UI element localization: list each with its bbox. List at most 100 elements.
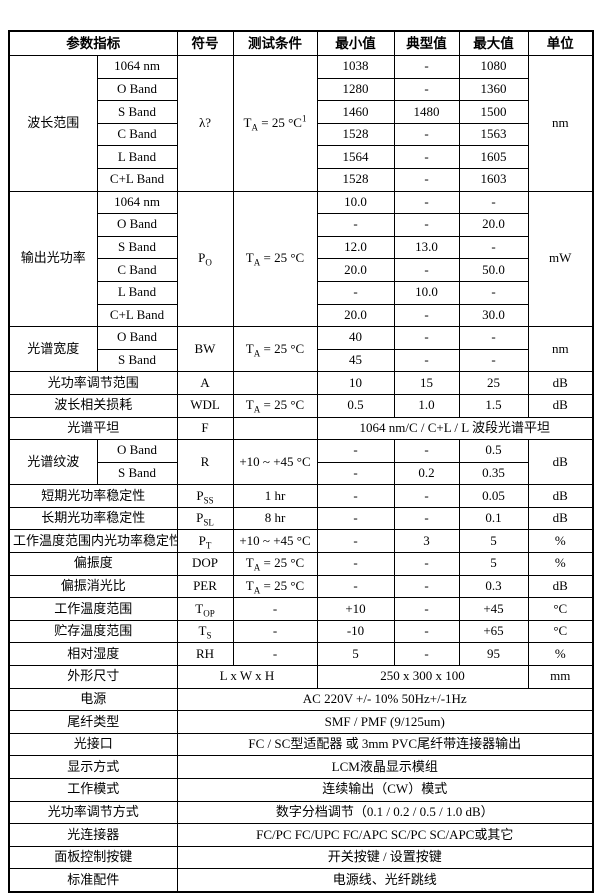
max-value: 0.35 bbox=[458, 461, 529, 486]
row-label: 工作模式 bbox=[8, 778, 178, 802]
row-label-flatness: 光谱平坦 bbox=[8, 416, 178, 441]
typ-value: - bbox=[393, 258, 460, 282]
symbol-cell: A bbox=[176, 371, 234, 395]
table-row: 显示方式 LCM液晶显示模组 bbox=[8, 755, 594, 779]
unit-cell: % bbox=[527, 642, 594, 667]
table-row: 尾纤类型 SMF / PMF (9/125um) bbox=[8, 710, 594, 734]
header-param: 参数指标 bbox=[8, 30, 178, 56]
header-max: 最大值 bbox=[458, 30, 529, 56]
max-value: 30.0 bbox=[458, 303, 529, 328]
symbol-cell: PSL bbox=[176, 506, 234, 531]
max-value: +45 bbox=[458, 597, 529, 621]
max-value: 50.0 bbox=[458, 258, 529, 282]
min-value: 20.0 bbox=[316, 258, 395, 282]
band-label: C Band bbox=[96, 258, 178, 282]
min-value: 1528 bbox=[316, 122, 395, 147]
band-label: O Band bbox=[96, 213, 178, 237]
table-row: 工作温度范围内光功率稳定性 PT +10 ~ +45 °C - 3 5 % bbox=[8, 529, 594, 554]
band-label: L Band bbox=[96, 280, 178, 305]
band-label: S Band bbox=[96, 235, 178, 260]
band-label: S Band bbox=[96, 348, 178, 373]
min-value: - bbox=[316, 529, 395, 554]
min-value: - bbox=[316, 461, 395, 486]
table-row: 外形尺寸 L x W x H 250 x 300 x 100 mm bbox=[8, 665, 594, 689]
unit-cell: % bbox=[527, 552, 594, 576]
typ-value: 3 bbox=[393, 529, 460, 554]
spec-value: SMF / PMF (9/125um) bbox=[176, 710, 594, 734]
typ-value: 10.0 bbox=[393, 280, 460, 305]
typ-value: - bbox=[393, 484, 460, 508]
typ-value: - bbox=[393, 190, 460, 215]
table-row: 波长相关损耗 WDL TA = 25 °C 0.5 1.0 1.5 dB bbox=[8, 393, 594, 418]
row-label: 贮存温度范围 bbox=[8, 619, 178, 644]
row-label-dimensions: 外形尺寸 bbox=[8, 665, 178, 689]
symbol-cell: RH bbox=[176, 642, 234, 667]
spec-value: 数字分档调节（0.1 / 0.2 / 0.5 / 1.0 dB） bbox=[176, 800, 594, 825]
unit-cell: mm bbox=[527, 665, 594, 689]
symbol-cell: F bbox=[176, 416, 234, 441]
min-value: - bbox=[316, 213, 395, 237]
typ-value: 1480 bbox=[393, 100, 460, 124]
typ-value: - bbox=[393, 552, 460, 576]
min-value: -10 bbox=[316, 619, 395, 644]
condition-cell: - bbox=[232, 619, 318, 644]
table-row: 工作模式 连续输出（CW）模式 bbox=[8, 778, 594, 802]
table-row: 波长范围 1064 nm λ? TA = 25 °C1 1038 - 1080 … bbox=[8, 55, 594, 192]
table-row: 电源 AC 220V +/- 10% 50Hz+/-1Hz bbox=[8, 687, 594, 712]
typ-value: 13.0 bbox=[393, 235, 460, 260]
typ-value: - bbox=[393, 213, 460, 237]
typ-value: 0.2 bbox=[393, 461, 460, 486]
band-label: O Band bbox=[96, 77, 178, 102]
unit-cell: dB bbox=[527, 371, 594, 395]
unit-cell: °C bbox=[527, 619, 594, 644]
typ-value: - bbox=[393, 145, 460, 169]
table-row: 光谱纹波 O Band R +10 ~ +45 °C - - 0.5 dB bbox=[8, 439, 594, 486]
typ-value: - bbox=[393, 167, 460, 192]
table-row: O Band - - 20.0 bbox=[9, 213, 593, 237]
row-label-wavelength-range: 波长范围 bbox=[8, 55, 98, 192]
max-value: 0.1 bbox=[458, 506, 529, 531]
min-value: 1280 bbox=[316, 77, 395, 102]
band-label: C+L Band bbox=[96, 303, 178, 328]
symbol-cell: DOP bbox=[176, 552, 234, 576]
table-row: 标准配件 电源线、光纤跳线 bbox=[8, 868, 594, 893]
symbol-cell: TOP bbox=[176, 597, 234, 621]
min-value: - bbox=[316, 574, 395, 599]
condition-cell bbox=[232, 416, 318, 441]
unit-cell: nm bbox=[527, 55, 594, 192]
header-typ: 典型值 bbox=[393, 30, 460, 56]
band-label: S Band bbox=[96, 100, 178, 124]
dimensions-lwh: L x W x H bbox=[176, 665, 318, 689]
min-value: 1038 bbox=[316, 55, 395, 79]
row-label: 尾纤类型 bbox=[8, 710, 178, 734]
condition-cell: TA = 25 °C bbox=[232, 326, 318, 373]
symbol-cell: PT bbox=[176, 529, 234, 554]
header-unit: 单位 bbox=[527, 30, 594, 56]
max-value: - bbox=[458, 280, 529, 305]
max-value: 20.0 bbox=[458, 213, 529, 237]
table-row: 贮存温度范围 TS - -10 - +65 °C bbox=[8, 619, 594, 644]
unit-cell: dB bbox=[527, 393, 594, 418]
min-value: 1528 bbox=[316, 167, 395, 192]
condition-cell: TA = 25 °C bbox=[232, 393, 318, 418]
min-value: - bbox=[316, 506, 395, 531]
min-value: 40 bbox=[316, 326, 395, 350]
condition-cell bbox=[232, 371, 318, 395]
band-label: C Band bbox=[96, 122, 178, 147]
spec-value: FC / SC型适配器 或 3mm PVC尾纤带连接器输出 bbox=[176, 732, 594, 757]
symbol-cell: PO bbox=[176, 190, 234, 328]
min-value: 45 bbox=[316, 348, 395, 373]
max-value: 0.5 bbox=[458, 439, 529, 463]
band-label: 1064 nm bbox=[96, 55, 178, 79]
condition-cell: TA = 25 °C1 bbox=[232, 55, 318, 192]
max-value: 5 bbox=[458, 529, 529, 554]
typ-value: - bbox=[393, 326, 460, 350]
typ-value: - bbox=[393, 348, 460, 373]
max-value: 25 bbox=[458, 371, 529, 395]
min-value: 10.0 bbox=[316, 190, 395, 215]
table-row: 长期光功率稳定性 PSL 8 hr - - 0.1 dB bbox=[8, 506, 594, 531]
table-row: C+L Band 20.0 - 30.0 bbox=[9, 303, 593, 328]
typ-value: - bbox=[393, 642, 460, 667]
typ-value: - bbox=[393, 55, 460, 79]
max-value: - bbox=[458, 190, 529, 215]
